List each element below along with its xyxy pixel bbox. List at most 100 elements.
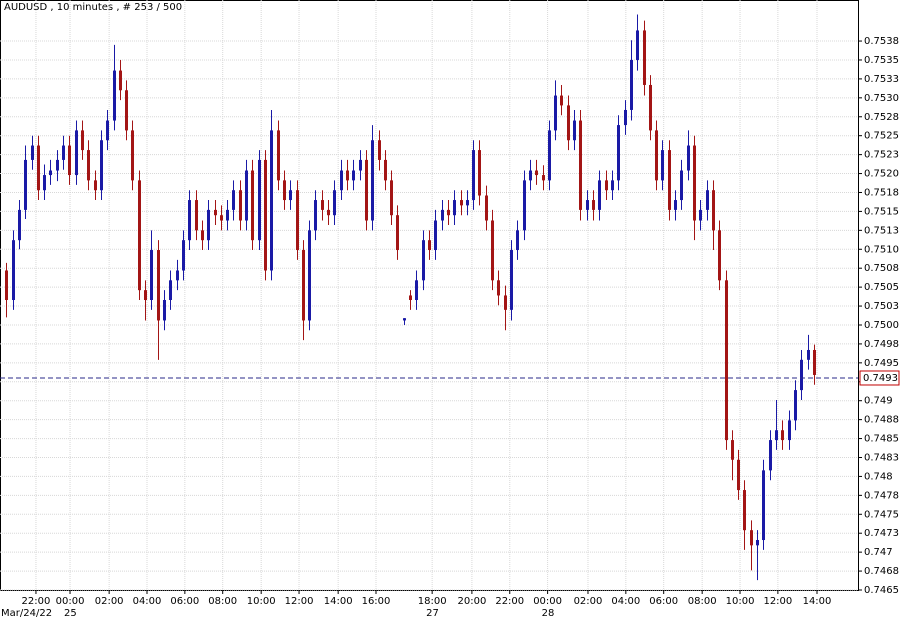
x-tick-label: 00:00	[56, 596, 85, 607]
last-price-box	[859, 370, 900, 386]
y-tick-label: 0.7530	[864, 93, 899, 104]
y-tick-label: 0.7535	[864, 55, 899, 66]
candle-body	[296, 190, 299, 251]
y-tick-label: 0.7505	[864, 282, 899, 293]
x-tick-label: 20:00	[457, 596, 486, 607]
x-tick-label: 10:00	[726, 596, 755, 607]
x-tick-label: 22:00	[22, 596, 51, 607]
candle-body	[712, 190, 715, 231]
candle-body	[655, 130, 658, 181]
y-tick-label: 0.7518	[864, 187, 899, 198]
y-tick-label: 0.7525	[864, 131, 899, 142]
candle-body	[567, 105, 570, 141]
y-tick-label: 0.7478	[864, 490, 899, 501]
candle-body	[478, 150, 481, 196]
candle-body	[321, 200, 324, 210]
candle-body	[497, 280, 500, 296]
candle-body	[131, 130, 134, 181]
candle-body	[384, 159, 387, 181]
candle-body	[750, 530, 753, 546]
candle-body	[598, 180, 601, 210]
candle-body	[781, 430, 784, 441]
y-tick-label: 0.747	[864, 547, 893, 558]
candle-body	[214, 209, 217, 216]
y-tick-label: 0.7483	[864, 452, 899, 463]
candle-body	[365, 159, 368, 221]
x-tick-label: 02:00	[95, 596, 124, 607]
candle-body	[119, 70, 122, 91]
candle-body	[302, 250, 305, 321]
candle-body	[277, 130, 280, 181]
candle-body	[636, 30, 639, 60]
candle-body	[49, 170, 52, 176]
candle-body	[352, 170, 355, 181]
candle-body	[769, 440, 772, 471]
y-tick-label: 0.7488	[864, 415, 899, 426]
candle-body	[466, 200, 469, 206]
candle-body	[359, 159, 362, 171]
candle-body	[258, 159, 261, 241]
candle-body	[460, 200, 463, 206]
candle-body	[560, 95, 563, 106]
candle-body	[340, 170, 343, 191]
candle-body	[687, 145, 690, 171]
candle-body	[157, 250, 160, 321]
candle-body	[43, 175, 46, 191]
candle-body	[138, 180, 141, 291]
y-tick-label: 0.7508	[864, 263, 899, 274]
candle-body	[251, 170, 254, 241]
y-tick-label: 0.7485	[864, 434, 899, 445]
candle-body	[18, 209, 21, 241]
candle-body	[592, 200, 595, 210]
x-tick-label: 10:00	[247, 596, 276, 607]
candle-body	[523, 180, 526, 231]
candle-body	[699, 209, 702, 221]
candle-body	[390, 180, 393, 216]
candle-body	[68, 145, 71, 176]
candle-body	[371, 140, 374, 221]
candle-body	[163, 300, 166, 321]
candle-body	[630, 59, 633, 110]
candle-body	[737, 459, 740, 491]
candle-body	[422, 240, 425, 281]
y-tick-label: 0.7468	[864, 566, 899, 577]
candle-body	[195, 200, 198, 231]
candle-body	[718, 230, 721, 281]
candle-body	[586, 200, 589, 210]
x-tick-label: 18:00	[418, 596, 447, 607]
candle-body	[485, 195, 488, 221]
candle-body	[472, 150, 475, 201]
candle-body	[81, 130, 84, 151]
x-tick-label: 00:00	[533, 596, 562, 607]
candle-body	[188, 200, 191, 241]
candle-body	[283, 180, 286, 201]
candle-body	[573, 120, 576, 141]
candle-body	[725, 280, 728, 441]
candle-body	[535, 170, 538, 176]
candle-body	[346, 170, 349, 181]
candle-body	[428, 240, 431, 251]
candle-body	[706, 190, 709, 210]
candle-body	[94, 180, 97, 191]
candle-body	[220, 215, 223, 221]
y-tick-label: 0.7475	[864, 509, 899, 520]
x-tick-label: 16:00	[362, 596, 391, 607]
x-tick-label: 14:00	[803, 596, 832, 607]
candle-body	[75, 130, 78, 176]
y-tick-label: 0.7533	[864, 74, 899, 85]
candle-body	[649, 84, 652, 131]
y-tick-label: 0.7465	[864, 585, 899, 596]
candle-body	[510, 250, 513, 310]
x-tick-label: 04:00	[133, 596, 162, 607]
y-tick-label: 0.749	[864, 396, 893, 407]
candle-body	[182, 240, 185, 271]
y-tick-label: 0.7520	[864, 169, 899, 180]
candle-body	[762, 470, 765, 541]
x-tick-label: 04:00	[611, 596, 640, 607]
candle-body	[800, 359, 803, 391]
candle-body	[87, 150, 90, 181]
candle-body	[624, 109, 627, 126]
candle-body	[579, 120, 582, 210]
candle-body	[548, 130, 551, 181]
